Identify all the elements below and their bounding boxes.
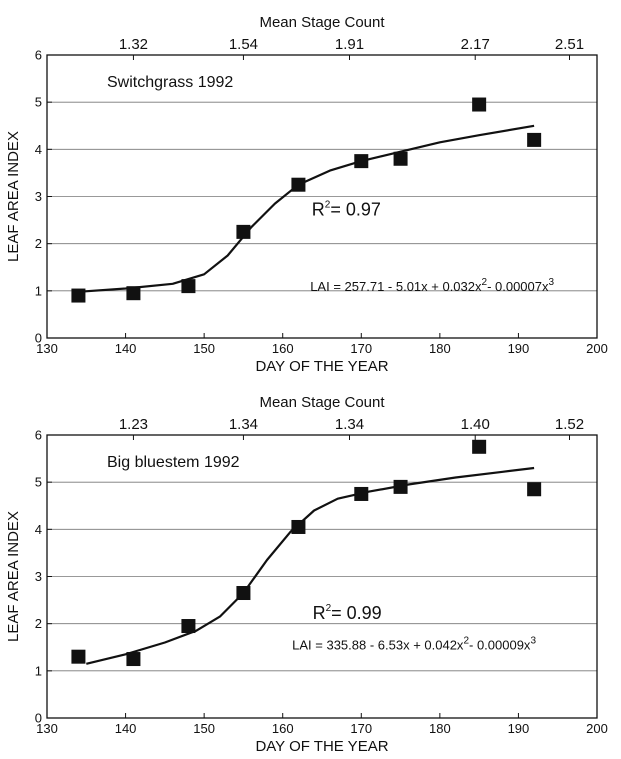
chart-1-fit-curve bbox=[78, 124, 535, 293]
chart-1-data-point bbox=[527, 132, 542, 147]
chart-2-panel-title: Big bluestem 1992 bbox=[107, 454, 240, 471]
chart-2-y-tick-label: 4 bbox=[35, 522, 42, 537]
chart-2-data-point bbox=[71, 649, 86, 664]
chart-1-data-point bbox=[393, 151, 408, 166]
chart-2-top-axis-title: Mean Stage Count bbox=[259, 394, 385, 411]
chart-1-y-tick-label: 0 bbox=[35, 331, 42, 346]
chart-1-data-point bbox=[354, 154, 369, 169]
chart-1-top-axis-title: Mean Stage Count bbox=[259, 14, 385, 31]
chart-2-x-axis-title: DAY OF THE YEAR bbox=[255, 738, 388, 755]
chart-1-data-point bbox=[291, 177, 306, 192]
chart-1-r-squared: R2= 0.97 bbox=[312, 199, 381, 219]
chart-1-equation: LAI = 257.71 - 5.01x + 0.032x2- 0.00007x… bbox=[310, 277, 554, 294]
chart-2-x-tick-label: 130 bbox=[36, 721, 58, 736]
chart-2-y-tick-label: 5 bbox=[35, 475, 42, 490]
chart-2-y-tick-label: 6 bbox=[35, 428, 42, 443]
chart-2-y-tick-label: 2 bbox=[35, 616, 42, 631]
chart-2-x-tick-label: 190 bbox=[508, 721, 530, 736]
chart-1-top-tick-label: 2.17 bbox=[461, 36, 490, 53]
chart-1-data-point bbox=[472, 97, 487, 112]
chart-1-panel-title: Switchgrass 1992 bbox=[107, 74, 233, 91]
chart-2-y-tick-label: 3 bbox=[35, 569, 42, 584]
chart-1-y-axis-title: LEAF AREA INDEX bbox=[5, 131, 22, 262]
chart-1-top-tick-label: 1.32 bbox=[119, 36, 148, 53]
chart-2-x-tick-label: 180 bbox=[429, 721, 451, 736]
chart-1-x-tick-label: 200 bbox=[586, 341, 608, 356]
chart-1-x-tick-label: 190 bbox=[508, 341, 530, 356]
chart-2-x-tick-label: 200 bbox=[586, 721, 608, 736]
chart-2-data-point bbox=[472, 439, 487, 454]
chart-2-r-squared: R2= 0.99 bbox=[313, 603, 382, 623]
chart-2-data-point bbox=[181, 619, 196, 634]
chart-1-data-point bbox=[71, 288, 86, 303]
chart-1-y-tick-label: 2 bbox=[35, 236, 42, 251]
chart-1-data-point bbox=[236, 224, 251, 239]
chart-2-top-tick-label: 1.34 bbox=[335, 416, 364, 433]
chart-1-top-tick-label: 2.51 bbox=[555, 36, 584, 53]
chart-1-x-tick-label: 170 bbox=[350, 341, 372, 356]
chart-2-top-tick-label: 1.40 bbox=[461, 416, 490, 433]
chart-1-x-tick-label: 150 bbox=[193, 341, 215, 356]
chart-1-x-tick-label: 140 bbox=[115, 341, 137, 356]
chart-1-x-axis-title: DAY OF THE YEAR bbox=[255, 358, 388, 375]
chart-2-data-point bbox=[126, 652, 141, 667]
chart-1-y-tick-label: 4 bbox=[35, 142, 42, 157]
chart-1-x-tick-label: 160 bbox=[272, 341, 294, 356]
chart-1-top-tick-label: 1.54 bbox=[229, 36, 258, 53]
chart-2-fit-curve bbox=[86, 466, 535, 665]
chart-2-data-point bbox=[354, 486, 369, 501]
chart-1-top-tick-label: 1.91 bbox=[335, 36, 364, 53]
chart-2-equation: LAI = 335.88 - 6.53x + 0.042x2- 0.00009x… bbox=[292, 636, 536, 653]
chart-2-x-tick-label: 170 bbox=[350, 721, 372, 736]
chart-1-y-tick-label: 3 bbox=[35, 189, 42, 204]
chart-2-data-point bbox=[236, 586, 251, 601]
chart-2-data-point bbox=[527, 482, 542, 497]
chart-1-data-point bbox=[126, 286, 141, 301]
chart-1-y-tick-label: 1 bbox=[35, 283, 42, 298]
chart-2-x-tick-label: 140 bbox=[115, 721, 137, 736]
chart-1-x-tick-label: 180 bbox=[429, 341, 451, 356]
chart-1-panel: 130 140 150 160 170 180 190 200 0 1 2 3 4 5 6 1.32 1.54 1… bbox=[5, 14, 608, 375]
chart-2-x-tick-label: 160 bbox=[272, 721, 294, 736]
chart-2-data-point bbox=[291, 519, 306, 534]
chart-2-top-tick-label: 1.23 bbox=[119, 416, 148, 433]
chart-2-y-tick-label: 1 bbox=[35, 663, 42, 678]
chart-2-y-tick-label: 0 bbox=[35, 711, 42, 726]
chart-2-x-tick-label: 150 bbox=[193, 721, 215, 736]
chart-2-y-axis-title: LEAF AREA INDEX bbox=[5, 511, 22, 642]
chart-1-data-point bbox=[181, 279, 196, 294]
chart-2-panel: 130 140 150 160 170 180 190 200 0 1 2 3 4 5 6 1.23 1.34 1… bbox=[5, 394, 608, 755]
chart-2-top-tick-label: 1.34 bbox=[229, 416, 258, 433]
chart-1-x-tick-label: 130 bbox=[36, 341, 58, 356]
chart-1-y-tick-label: 6 bbox=[35, 48, 42, 63]
chart-1-y-tick-label: 5 bbox=[35, 95, 42, 110]
chart-2-data-point bbox=[393, 479, 408, 494]
chart-2-top-tick-label: 1.52 bbox=[555, 416, 584, 433]
